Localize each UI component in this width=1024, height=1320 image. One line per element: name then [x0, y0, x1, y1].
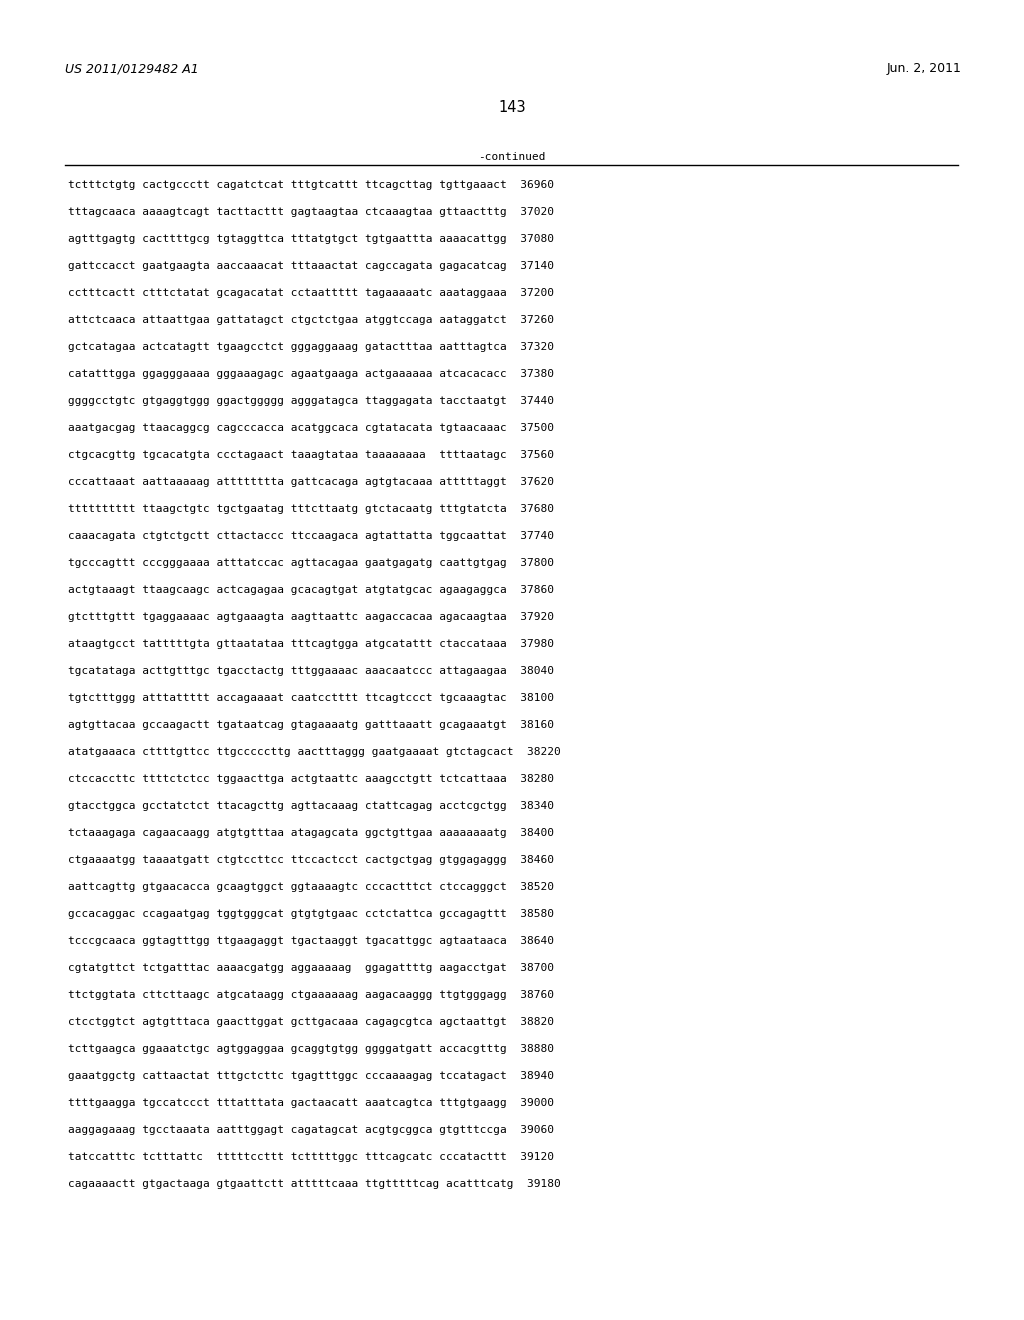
Text: gattccacct gaatgaagta aaccaaacat tttaaactat cagccagata gagacatcag  37140: gattccacct gaatgaagta aaccaaacat tttaaac…: [68, 261, 554, 271]
Text: -continued: -continued: [478, 152, 546, 162]
Text: gtctttgttt tgaggaaaac agtgaaagta aagttaattc aagaccacaa agacaagtaa  37920: gtctttgttt tgaggaaaac agtgaaagta aagttaa…: [68, 612, 554, 622]
Text: gctcatagaa actcatagtt tgaagcctct gggaggaaag gatactttaa aatttagtca  37320: gctcatagaa actcatagtt tgaagcctct gggagga…: [68, 342, 554, 352]
Text: cagaaaactt gtgactaaga gtgaattctt atttttcaaa ttgtttttcag acatttcatg  39180: cagaaaactt gtgactaaga gtgaattctt atttttc…: [68, 1179, 561, 1189]
Text: aaatgacgag ttaacaggcg cagcccacca acatggcaca cgtatacata tgtaacaaac  37500: aaatgacgag ttaacaggcg cagcccacca acatggc…: [68, 422, 554, 433]
Text: ttttgaagga tgccatccct tttatttata gactaacatt aaatcagtca tttgtgaagg  39000: ttttgaagga tgccatccct tttatttata gactaac…: [68, 1098, 554, 1107]
Text: agtttgagtg cacttttgcg tgtaggttca tttatgtgct tgtgaattta aaaacattgg  37080: agtttgagtg cacttttgcg tgtaggttca tttatgt…: [68, 234, 554, 244]
Text: cgtatgttct tctgatttac aaaacgatgg aggaaaaag  ggagattttg aagacctgat  38700: cgtatgttct tctgatttac aaaacgatgg aggaaaa…: [68, 964, 554, 973]
Text: ctcctggtct agtgtttaca gaacttggat gcttgacaaa cagagcgtca agctaattgt  38820: ctcctggtct agtgtttaca gaacttggat gcttgac…: [68, 1016, 554, 1027]
Text: aattcagttg gtgaacacca gcaagtggct ggtaaaagtc cccactttct ctccagggct  38520: aattcagttg gtgaacacca gcaagtggct ggtaaaa…: [68, 882, 554, 892]
Text: ttctggtata cttcttaagc atgcataagg ctgaaaaaag aagacaaggg ttgtgggagg  38760: ttctggtata cttcttaagc atgcataagg ctgaaaa…: [68, 990, 554, 1001]
Text: actgtaaagt ttaagcaagc actcagagaa gcacagtgat atgtatgcac agaagaggca  37860: actgtaaagt ttaagcaagc actcagagaa gcacagt…: [68, 585, 554, 595]
Text: tgcccagttt cccgggaaaa atttatccac agttacagaa gaatgagatg caattgtgag  37800: tgcccagttt cccgggaaaa atttatccac agttaca…: [68, 558, 554, 568]
Text: 143: 143: [499, 100, 525, 115]
Text: cctttcactt ctttctatat gcagacatat cctaattttt tagaaaaatc aaataggaaa  37200: cctttcactt ctttctatat gcagacatat cctaatt…: [68, 288, 554, 298]
Text: tgtctttggg atttattttt accagaaaat caatcctttt ttcagtccct tgcaaagtac  38100: tgtctttggg atttattttt accagaaaat caatcct…: [68, 693, 554, 704]
Text: cccattaaat aattaaaaag atttttttta gattcacaga agtgtacaaa atttttaggt  37620: cccattaaat aattaaaaag atttttttta gattcac…: [68, 477, 554, 487]
Text: gccacaggac ccagaatgag tggtgggcat gtgtgtgaac cctctattca gccagagttt  38580: gccacaggac ccagaatgag tggtgggcat gtgtgtg…: [68, 909, 554, 919]
Text: ctgaaaatgg taaaatgatt ctgtccttcc ttccactcct cactgctgag gtggagaggg  38460: ctgaaaatgg taaaatgatt ctgtccttcc ttccact…: [68, 855, 554, 865]
Text: ggggcctgtc gtgaggtggg ggactggggg agggatagca ttaggagata tacctaatgt  37440: ggggcctgtc gtgaggtggg ggactggggg agggata…: [68, 396, 554, 407]
Text: catatttgga ggagggaaaa gggaaagagc agaatgaaga actgaaaaaa atcacacacc  37380: catatttgga ggagggaaaa gggaaagagc agaatga…: [68, 370, 554, 379]
Text: tcttgaagca ggaaatctgc agtggaggaa gcaggtgtgg ggggatgatt accacgtttg  38880: tcttgaagca ggaaatctgc agtggaggaa gcaggtg…: [68, 1044, 554, 1053]
Text: tttttttttt ttaagctgtc tgctgaatag tttcttaatg gtctacaatg tttgtatcta  37680: tttttttttt ttaagctgtc tgctgaatag tttctta…: [68, 504, 554, 513]
Text: atatgaaaca cttttgttcc ttgcccccttg aactttaggg gaatgaaaat gtctagcact  38220: atatgaaaca cttttgttcc ttgcccccttg aacttt…: [68, 747, 561, 756]
Text: tctaaagaga cagaacaagg atgtgtttaa atagagcata ggctgttgaa aaaaaaaatg  38400: tctaaagaga cagaacaagg atgtgtttaa atagagc…: [68, 828, 554, 838]
Text: tcccgcaaca ggtagtttgg ttgaagaggt tgactaaggt tgacattggc agtaataaca  38640: tcccgcaaca ggtagtttgg ttgaagaggt tgactaa…: [68, 936, 554, 946]
Text: Jun. 2, 2011: Jun. 2, 2011: [887, 62, 962, 75]
Text: ataagtgcct tatttttgta gttaatataa tttcagtgga atgcatattt ctaccataaa  37980: ataagtgcct tatttttgta gttaatataa tttcagt…: [68, 639, 554, 649]
Text: tttagcaaca aaaagtcagt tacttacttt gagtaagtaa ctcaaagtaa gttaactttg  37020: tttagcaaca aaaagtcagt tacttacttt gagtaag…: [68, 207, 554, 216]
Text: ctccaccttc ttttctctcc tggaacttga actgtaattc aaagcctgtt tctcattaaa  38280: ctccaccttc ttttctctcc tggaacttga actgtaa…: [68, 774, 554, 784]
Text: tgcatataga acttgtttgc tgacctactg tttggaaaac aaacaatccc attagaagaa  38040: tgcatataga acttgtttgc tgacctactg tttggaa…: [68, 667, 554, 676]
Text: US 2011/0129482 A1: US 2011/0129482 A1: [65, 62, 199, 75]
Text: agtgttacaa gccaagactt tgataatcag gtagaaaatg gatttaaatt gcagaaatgt  38160: agtgttacaa gccaagactt tgataatcag gtagaaa…: [68, 719, 554, 730]
Text: gtacctggca gcctatctct ttacagcttg agttacaaag ctattcagag acctcgctgg  38340: gtacctggca gcctatctct ttacagcttg agttaca…: [68, 801, 554, 810]
Text: aaggagaaag tgcctaaata aatttggagt cagatagcat acgtgcggca gtgtttccga  39060: aaggagaaag tgcctaaata aatttggagt cagatag…: [68, 1125, 554, 1135]
Text: caaacagata ctgtctgctt cttactaccc ttccaagaca agtattatta tggcaattat  37740: caaacagata ctgtctgctt cttactaccc ttccaag…: [68, 531, 554, 541]
Text: gaaatggctg cattaactat tttgctcttc tgagtttggc cccaaaagag tccatagact  38940: gaaatggctg cattaactat tttgctcttc tgagttt…: [68, 1071, 554, 1081]
Text: ctgcacgttg tgcacatgta ccctagaact taaagtataa taaaaaaaa  ttttaatagc  37560: ctgcacgttg tgcacatgta ccctagaact taaagta…: [68, 450, 554, 459]
Text: attctcaaca attaattgaa gattatagct ctgctctgaa atggtccaga aataggatct  37260: attctcaaca attaattgaa gattatagct ctgctct…: [68, 315, 554, 325]
Text: tatccatttc tctttattc  tttttccttt tctttttggc tttcagcatc cccatacttt  39120: tatccatttc tctttattc tttttccttt tctttttg…: [68, 1152, 554, 1162]
Text: tctttctgtg cactgccctt cagatctcat tttgtcattt ttcagcttag tgttgaaact  36960: tctttctgtg cactgccctt cagatctcat tttgtca…: [68, 180, 554, 190]
